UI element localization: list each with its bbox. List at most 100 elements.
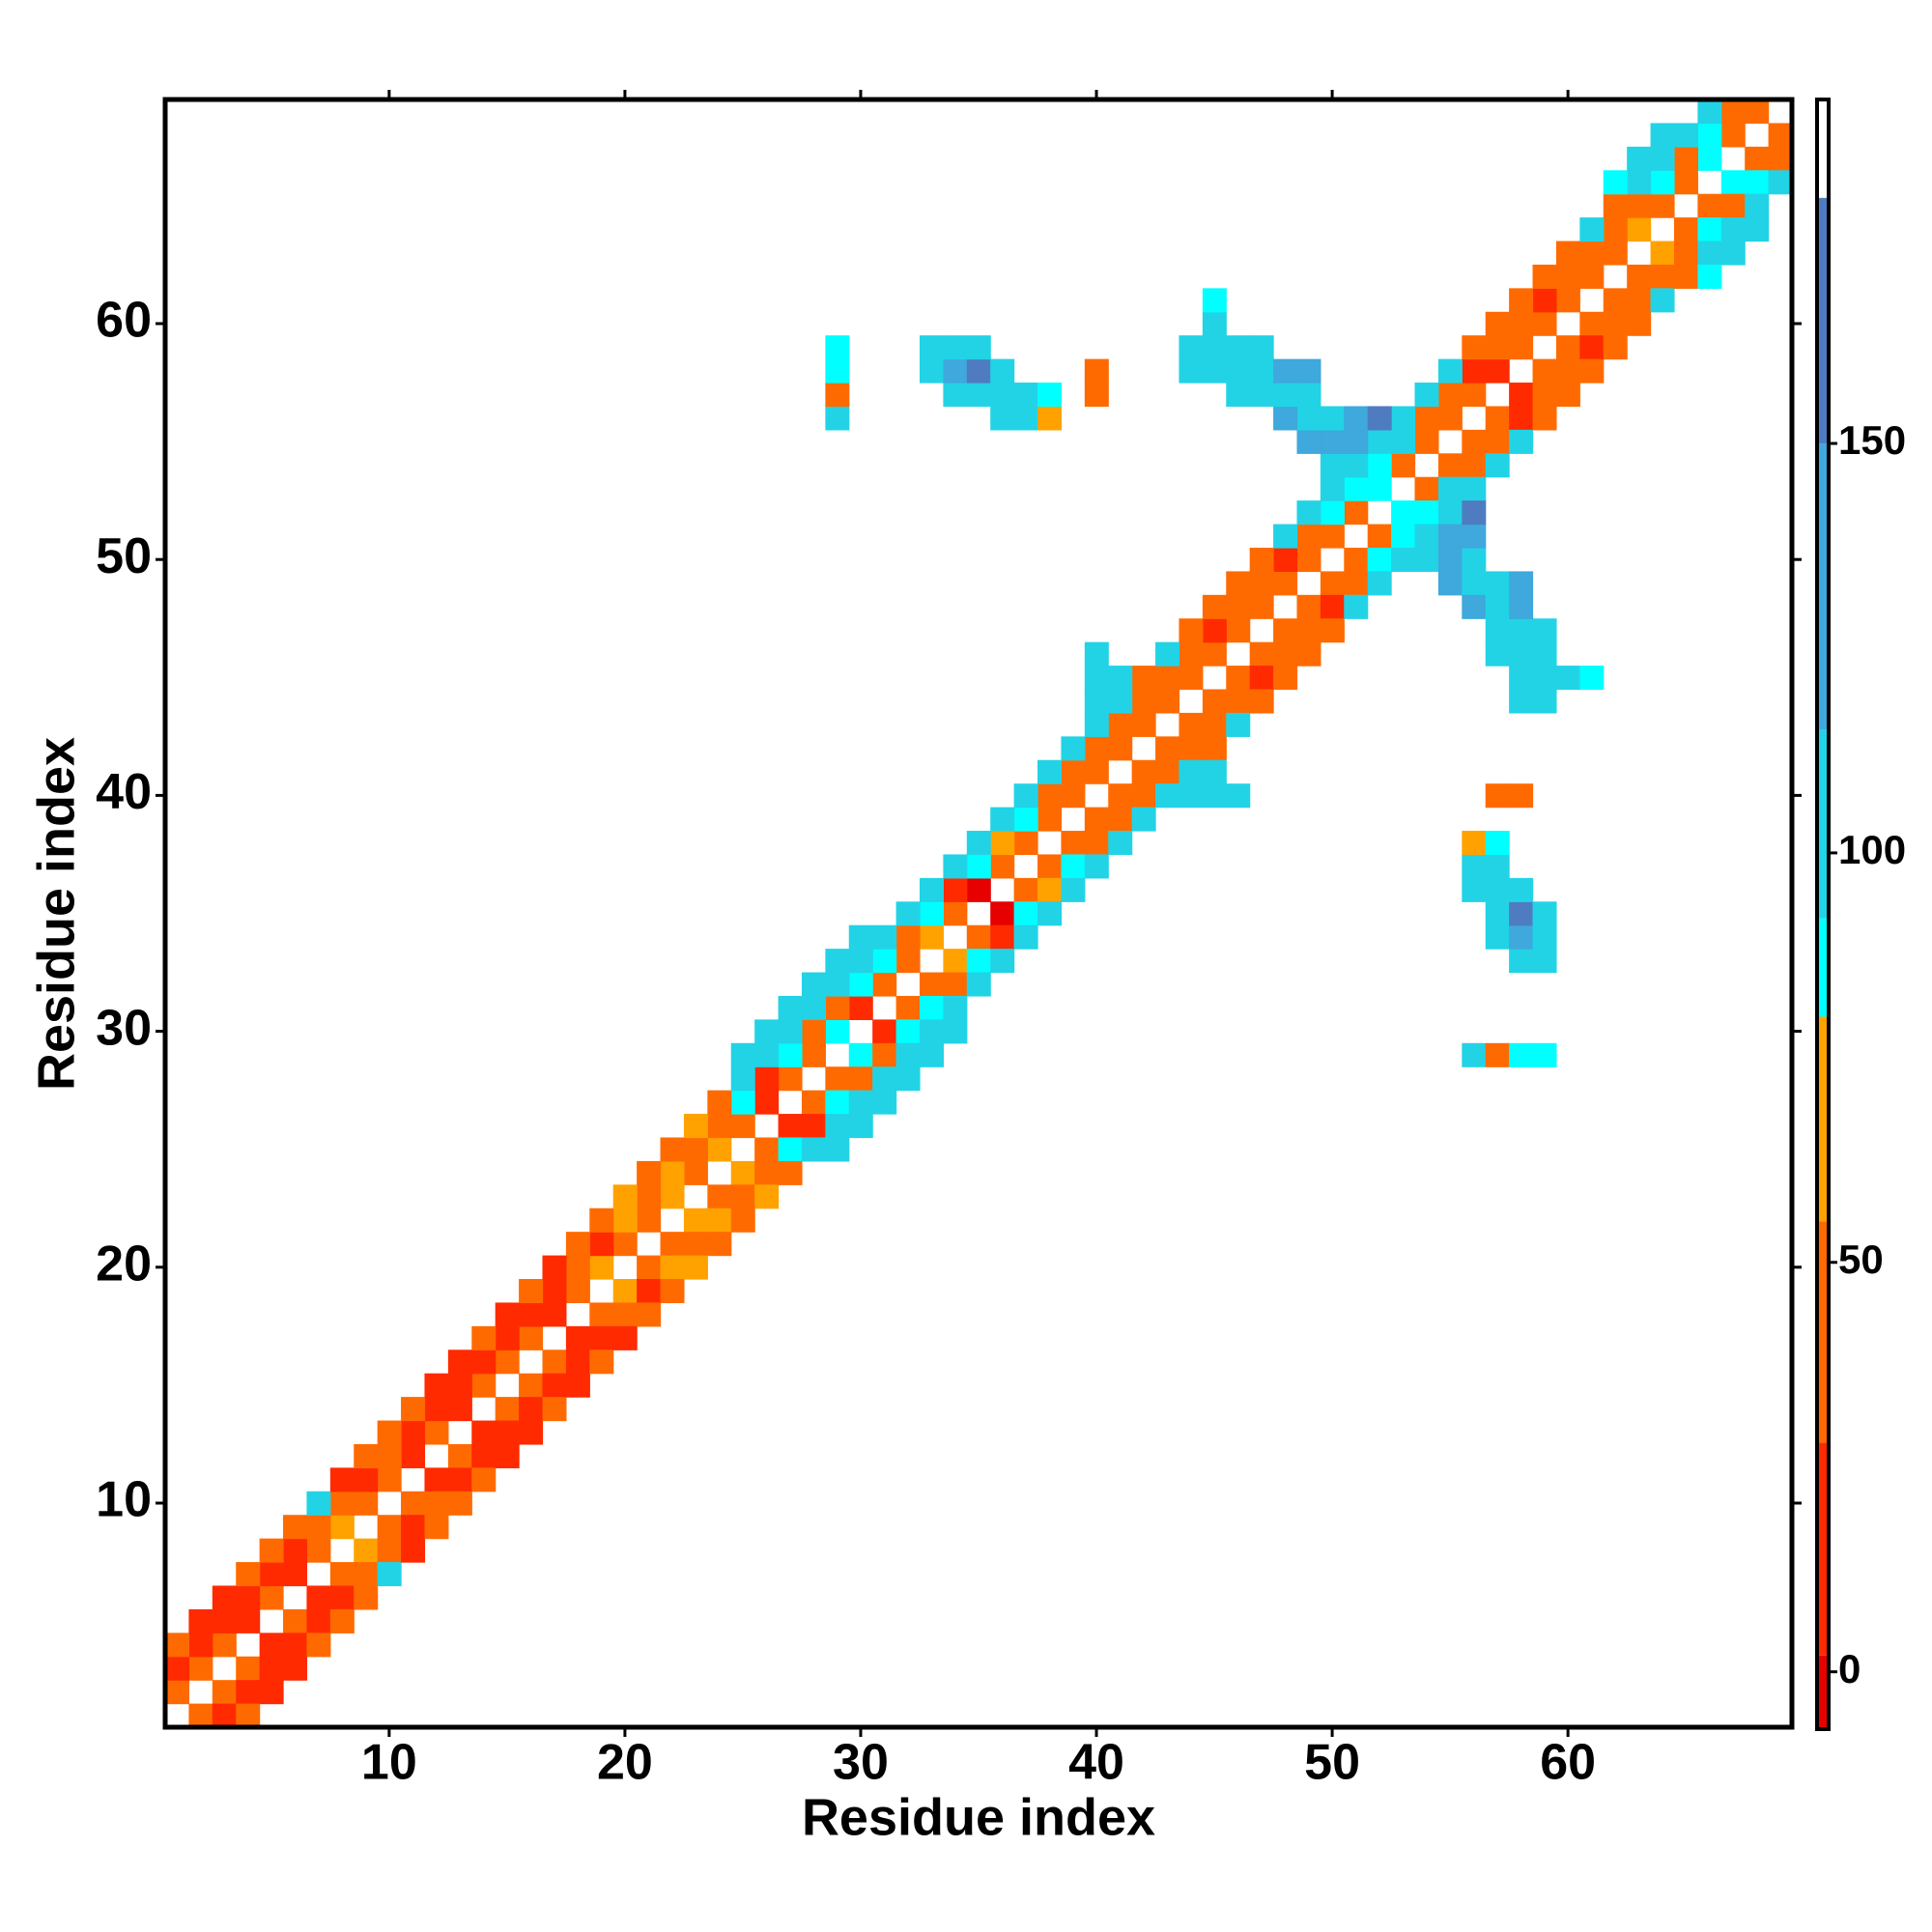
heatmap-cell [1485,358,1510,384]
heatmap-cell [1037,901,1063,926]
x-tick-label: 10 [361,1735,417,1791]
heatmap-cell [1084,712,1109,737]
heatmap-cell [1013,924,1038,950]
heatmap-cell [1555,358,1580,384]
heatmap-cell [990,406,1015,431]
heatmap-cell [1532,618,1557,643]
heatmap-cell [1202,783,1227,809]
heatmap-cell [1037,759,1063,784]
heatmap-cell [660,1255,685,1280]
heatmap-cell [801,1090,826,1115]
heatmap-cell [1367,476,1392,501]
heatmap-cell [1532,949,1557,974]
heatmap-cell [188,1703,213,1728]
colorbar-segment [1817,918,1829,1017]
heatmap-cell [283,1656,308,1681]
heatmap-cell [1108,783,1133,809]
heatmap-cell [966,949,991,974]
heatmap-cell [565,1255,590,1280]
heatmap-cell [825,383,850,408]
heatmap-cell [329,1467,355,1492]
colorbar-segment [1817,1016,1829,1222]
heatmap-cell [754,1137,780,1162]
heatmap-cell [212,1680,237,1705]
heatmap-cell [1509,641,1534,667]
heatmap-cell [236,1703,261,1728]
heatmap-cell [990,358,1015,384]
heatmap-cell [1462,524,1487,549]
heatmap-cell [1532,358,1557,384]
heatmap-cell [1037,807,1063,832]
heatmap-cell [1391,453,1416,478]
heatmap-cell [1226,689,1251,714]
heatmap-cell [1344,406,1369,431]
heatmap-cell [1179,358,1204,384]
heatmap-cell [683,1232,708,1257]
heatmap-cell [778,1114,803,1139]
heatmap-cell [1462,476,1487,501]
heatmap-cell [1320,524,1345,549]
heatmap-cell [1768,170,1793,195]
heatmap-cell [1296,524,1321,549]
heatmap-cell [519,1325,544,1350]
heatmap-cell [1013,831,1038,856]
heatmap-cell [1226,383,1251,408]
heatmap-cell [259,1585,284,1610]
heatmap-cell [1202,712,1227,737]
heatmap-cell [1273,524,1298,549]
heatmap-cell [990,949,1015,974]
heatmap-cell [401,1420,426,1445]
heatmap-cell [1061,877,1086,902]
heatmap-cell [730,1066,755,1092]
heatmap-cell [495,1443,520,1468]
heatmap-cell [919,924,944,950]
heatmap-cell [542,1350,567,1375]
heatmap-cell [1084,666,1109,691]
colorbar-tick-label: 100 [1838,827,1906,872]
heatmap-cell [1579,335,1605,360]
x-tick-label: 30 [833,1735,889,1791]
heatmap-cell [377,1562,402,1587]
heatmap-cell [848,949,873,974]
heatmap-cell [1509,406,1534,431]
heatmap-cell [236,1608,261,1634]
heatmap-cell [1013,783,1038,809]
heatmap-cell [1509,571,1534,596]
heatmap-cell [895,949,921,974]
heatmap-cell [1532,641,1557,667]
heatmap-cell [1202,736,1227,761]
heatmap-cell [306,1608,331,1634]
heatmap-cell [778,1019,803,1044]
heatmap-cell [1296,618,1321,643]
heatmap-cell [825,949,850,974]
heatmap-cell [872,1019,897,1044]
heatmap-cell [1226,571,1251,596]
heatmap-cell [424,1373,449,1398]
heatmap-cell [1084,807,1109,832]
heatmap-cell [1367,453,1392,478]
heatmap-cell [825,1114,850,1139]
heatmap-cell [1108,831,1133,856]
heatmap-cell [447,1491,472,1516]
heatmap-cell [660,1160,685,1185]
heatmap-cell [1462,594,1487,619]
heatmap-cell [1131,712,1156,737]
heatmap-cell [424,1515,449,1540]
heatmap-cell [1509,783,1534,809]
heatmap-cell [1485,335,1510,360]
heatmap-cell [447,1467,472,1492]
heatmap-cell [1249,594,1274,619]
heatmap-cell [1155,759,1180,784]
heatmap-cell [707,1137,732,1162]
heatmap-cell [1249,383,1274,408]
heatmap-cell [1579,264,1605,289]
heatmap-cell [1509,689,1534,714]
heatmap-cell [1037,877,1063,902]
heatmap-cell [730,1090,755,1115]
heatmap-cell [1037,406,1063,431]
heatmap-cell [424,1420,449,1445]
heatmap-cell [778,1066,803,1092]
heatmap-cell [1061,783,1086,809]
heatmap-cell [1509,335,1534,360]
